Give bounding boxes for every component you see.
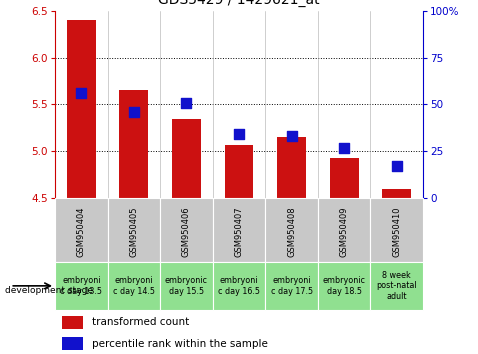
Bar bbox=[120, 90, 148, 198]
Text: GSM950407: GSM950407 bbox=[235, 206, 243, 257]
Text: GSM950409: GSM950409 bbox=[340, 206, 348, 257]
Bar bbox=[330, 158, 358, 198]
Text: embryonic
day 15.5: embryonic day 15.5 bbox=[165, 276, 208, 296]
Bar bbox=[213, 262, 265, 310]
Text: GSM950404: GSM950404 bbox=[77, 206, 86, 257]
Bar bbox=[62, 315, 83, 329]
Bar bbox=[225, 145, 253, 198]
Bar bbox=[108, 198, 160, 262]
Point bbox=[288, 133, 295, 139]
Bar bbox=[265, 198, 318, 262]
Text: development stage: development stage bbox=[5, 286, 93, 296]
Bar bbox=[62, 337, 83, 350]
Bar bbox=[55, 262, 108, 310]
Text: embryoni
c day 14.5: embryoni c day 14.5 bbox=[113, 276, 155, 296]
Bar bbox=[370, 198, 423, 262]
Text: percentile rank within the sample: percentile rank within the sample bbox=[92, 339, 268, 349]
Point bbox=[340, 145, 348, 150]
Text: GSM950410: GSM950410 bbox=[392, 206, 401, 257]
Text: embryoni
c day 17.5: embryoni c day 17.5 bbox=[271, 276, 313, 296]
Bar bbox=[265, 262, 318, 310]
Bar bbox=[382, 189, 411, 198]
Bar bbox=[160, 262, 213, 310]
Text: GSM950405: GSM950405 bbox=[130, 206, 138, 257]
Text: 8 week
post-natal
adult: 8 week post-natal adult bbox=[377, 271, 417, 301]
Text: transformed count: transformed count bbox=[92, 317, 189, 327]
Bar bbox=[67, 20, 96, 198]
Bar bbox=[277, 137, 306, 198]
Point bbox=[77, 90, 85, 96]
Bar bbox=[160, 198, 213, 262]
Point bbox=[393, 164, 401, 169]
Text: GSM950408: GSM950408 bbox=[287, 206, 296, 257]
Bar bbox=[108, 262, 160, 310]
Point bbox=[235, 132, 243, 137]
Point bbox=[183, 100, 190, 105]
Text: embryoni
c day 13.5: embryoni c day 13.5 bbox=[60, 276, 102, 296]
Bar bbox=[318, 198, 370, 262]
Text: GSM950406: GSM950406 bbox=[182, 206, 191, 257]
Text: embryonic
day 18.5: embryonic day 18.5 bbox=[323, 276, 366, 296]
Title: GDS5429 / 1429621_at: GDS5429 / 1429621_at bbox=[158, 0, 320, 7]
Text: embryoni
c day 16.5: embryoni c day 16.5 bbox=[218, 276, 260, 296]
Bar bbox=[55, 198, 108, 262]
Bar bbox=[370, 262, 423, 310]
Bar bbox=[213, 198, 265, 262]
Point bbox=[130, 109, 138, 115]
Bar bbox=[318, 262, 370, 310]
Bar bbox=[172, 119, 201, 198]
